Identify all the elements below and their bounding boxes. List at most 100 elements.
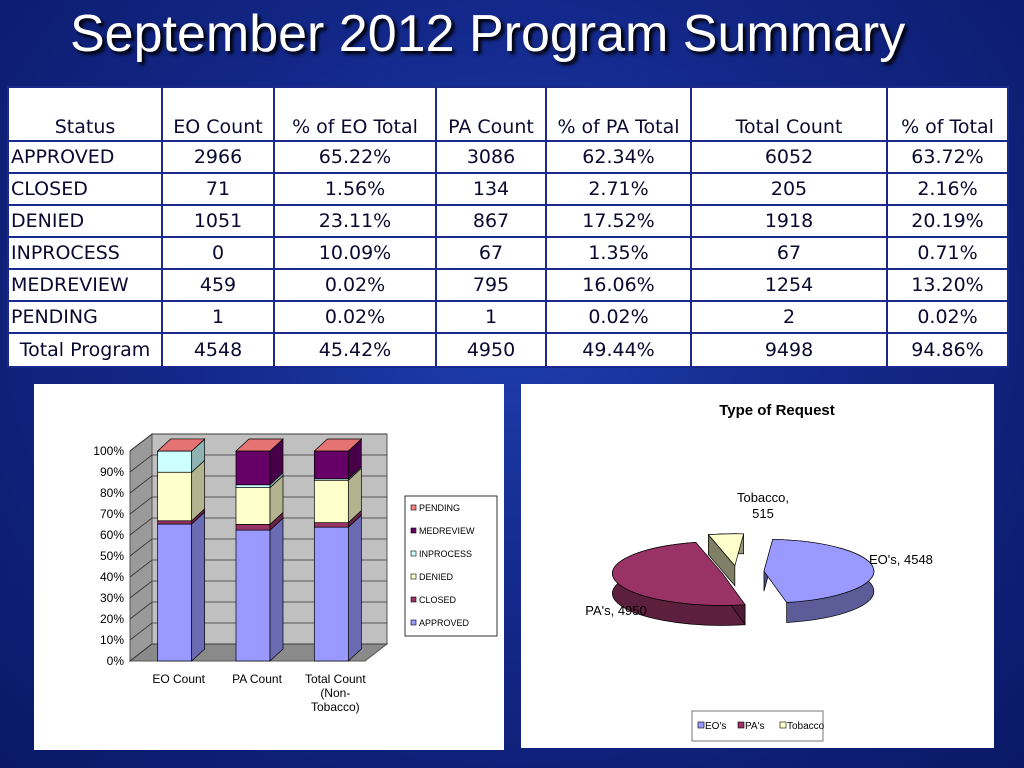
table-cell: 1918 — [690, 204, 888, 238]
total-cell: 45.42% — [273, 332, 437, 368]
table-cell: 459 — [161, 268, 275, 302]
y-tick-label: 60% — [100, 528, 124, 542]
table-cell: 1 — [161, 300, 275, 334]
pie-chart-panel: Type of Request EO's, 4548 PA's, 4950 Tobac… — [521, 384, 994, 748]
pie-data-label: 515 — [752, 506, 774, 521]
gridline — [129, 475, 387, 494]
table-cell: 62.34% — [545, 140, 692, 174]
table-cell: 10.09% — [273, 236, 437, 270]
table-total-row: Total Program 4548 45.42% 4950 49.44% 9498 94.… — [7, 332, 1009, 368]
y-tick-label: 30% — [100, 591, 124, 605]
bar-segment-approved — [313, 514, 362, 662]
row-status: PENDING — [7, 300, 163, 334]
legend-label: APPROVED — [419, 618, 470, 628]
y-tick-label: 20% — [100, 612, 124, 626]
table-row: DENIED 1051 23.11% 867 17.52% 1918 20.19% — [7, 204, 1009, 238]
table-row: PENDING 1 0.02% 1 0.02% 2 0.02% — [7, 300, 1009, 334]
x-category-label: PA Count — [232, 672, 282, 686]
row-status: APPROVED — [7, 140, 163, 174]
bar-segment-medreview — [235, 438, 284, 486]
pie-data-label: EO's, 4548 — [869, 552, 933, 567]
table-cell: 65.22% — [273, 140, 437, 174]
y-tick-label: 90% — [100, 465, 124, 479]
table-row: MEDREVIEW 459 0.02% 795 16.06% 1254 13.20% — [7, 268, 1009, 302]
y-tick-label: 80% — [100, 486, 124, 500]
gridline — [129, 601, 387, 620]
x-category-label: (Non- — [320, 686, 350, 700]
bar-segment-approved — [235, 517, 284, 662]
y-tick-label: 40% — [100, 570, 124, 584]
bar-segment-inprocess — [157, 438, 206, 474]
page-title: September 2012 Program Summary — [70, 5, 906, 63]
x-category-label: EO Count — [152, 672, 205, 686]
gridline — [129, 517, 387, 536]
row-status: CLOSED — [7, 172, 163, 206]
legend-label: PENDING — [419, 503, 460, 513]
table-cell: 17.52% — [545, 204, 692, 238]
table-cell: 1 — [435, 300, 547, 334]
gridline — [129, 580, 387, 599]
column-header: % of PA Total — [545, 86, 692, 142]
table-row: CLOSED 71 1.56% 134 2.71% 205 2.16% — [7, 172, 1009, 206]
table-cell: 13.20% — [886, 268, 1009, 302]
pie-data-label: Tobacco, — [737, 490, 789, 505]
pie-title: Type of Request — [719, 402, 835, 419]
gridline — [129, 454, 387, 473]
total-cell: 4950 — [435, 332, 547, 368]
pie-legend — [691, 710, 824, 742]
table-cell: 0.02% — [273, 268, 437, 302]
legend-label: PA's — [745, 721, 765, 732]
x-category-label: Total Count — [305, 672, 366, 686]
pie-slice-pas — [612, 541, 746, 626]
legend-swatch — [410, 596, 417, 603]
bar-segment-approved — [157, 511, 206, 662]
column-header: PA Count — [435, 86, 547, 142]
legend-label: DENIED — [419, 572, 454, 582]
total-cell: 94.86% — [886, 332, 1009, 368]
legend-swatch — [410, 504, 417, 511]
legend-label: MEDREVIEW — [419, 526, 475, 536]
bar-segment-denied — [157, 459, 206, 522]
gridline — [129, 622, 387, 641]
row-status: INPROCESS — [7, 236, 163, 270]
table-cell: 1051 — [161, 204, 275, 238]
table-cell: 6052 — [690, 140, 888, 174]
column-header: Status — [7, 86, 163, 142]
table-row: APPROVED 2966 65.22% 3086 62.34% 6052 63.72% — [7, 140, 1009, 174]
chart-legend — [404, 495, 498, 637]
table-cell: 205 — [690, 172, 888, 206]
total-label: Total Program — [7, 332, 163, 368]
table-cell: 67 — [690, 236, 888, 270]
table-cell: 0.02% — [273, 300, 437, 334]
y-tick-label: 0% — [107, 654, 125, 668]
table-cell: 1254 — [690, 268, 888, 302]
stacked-bar-chart: 0% 10% 20% 30% 40% 50% 60% 70% 80% 90% 100% EO Coun… — [93, 432, 498, 714]
gridline — [129, 496, 387, 515]
gridline — [129, 433, 387, 452]
y-tick-label: 50% — [100, 549, 124, 563]
table-cell: 23.11% — [273, 204, 437, 238]
column-header: % of EO Total — [273, 86, 437, 142]
legend-label: EO's — [705, 721, 726, 732]
stacked-bar-chart-panel: 0% 10% 20% 30% 40% 50% 60% 70% 80% 90% 100% EO Coun… — [34, 384, 504, 750]
column-header: % of Total — [886, 86, 1009, 142]
table-cell: 3086 — [435, 140, 547, 174]
total-cell: 49.44% — [545, 332, 692, 368]
column-header: EO Count — [161, 86, 275, 142]
legend-label: CLOSED — [419, 595, 457, 605]
legend-swatch — [410, 550, 417, 557]
pie-data-label: PA's, 4950 — [585, 603, 647, 618]
table-cell: 867 — [435, 204, 547, 238]
y-tick-label: 100% — [93, 444, 124, 458]
bar-segment-denied — [313, 467, 362, 524]
table-cell: 16.06% — [545, 268, 692, 302]
pie-slice-tobacco — [707, 533, 745, 587]
table-row: INPROCESS 0 10.09% 67 1.35% 67 0.71% — [7, 236, 1009, 270]
total-cell: 9498 — [690, 332, 888, 368]
table-cell: 134 — [435, 172, 547, 206]
total-cell: 4548 — [161, 332, 275, 368]
table-cell: 2.71% — [545, 172, 692, 206]
pie-slice-eos — [763, 538, 875, 623]
y-tick-label: 10% — [100, 633, 124, 647]
legend-label: INPROCESS — [419, 549, 472, 559]
